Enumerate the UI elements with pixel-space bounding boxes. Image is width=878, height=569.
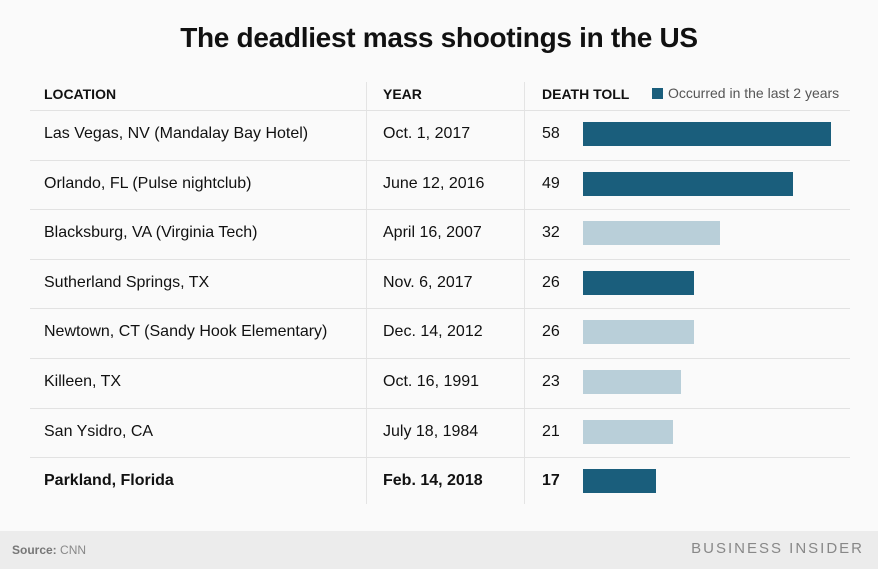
footer: Source: CNN BUSINESS INSIDER: [0, 531, 878, 569]
column-divider: [366, 82, 367, 504]
legend: Occurred in the last 2 years: [652, 85, 839, 101]
row-divider: [30, 209, 850, 210]
death-toll-bar: [583, 370, 682, 394]
column-divider: [524, 82, 525, 504]
table-row: Las Vegas, NV (Mandalay Bay Hotel) Oct. …: [0, 110, 878, 159]
row-divider: [30, 408, 850, 409]
date-cell: Feb. 14, 2018: [383, 472, 483, 490]
death-toll-label: 23: [542, 373, 560, 390]
date-cell: July 18, 1984: [383, 422, 479, 440]
location-cell: San Ysidro, CA: [44, 422, 154, 440]
row-divider: [30, 259, 850, 260]
date-cell: Nov. 6, 2017: [383, 273, 473, 291]
table-row: Orlando, FL (Pulse nightclub) June 12, 2…: [0, 160, 878, 209]
source-note: Source: CNN: [12, 543, 87, 557]
date-cell: Oct. 16, 1991: [383, 373, 480, 390]
death-toll-label: 58: [542, 125, 560, 142]
location-cell: Sutherland Springs, TX: [44, 273, 210, 291]
death-toll-label: 17: [542, 472, 560, 490]
brand-logo: BUSINESS INSIDER: [691, 540, 864, 557]
death-toll-bar: [583, 419, 673, 444]
date-cell: Dec. 14, 2012: [383, 323, 483, 341]
death-toll-bar: [583, 469, 656, 494]
location-cell: Killeen, TX: [44, 373, 122, 390]
death-toll-bar: [583, 171, 793, 196]
date-cell: June 12, 2016: [383, 174, 485, 192]
death-toll-label: 26: [542, 323, 560, 341]
location-cell: Newtown, CT (Sandy Hook Elementary): [44, 323, 328, 341]
row-divider: [30, 358, 850, 359]
table-row: San Ysidro, CA July 18, 1984 21: [0, 408, 878, 457]
legend-label: Occurred in the last 2 years: [668, 85, 840, 101]
death-toll-bar: [583, 122, 831, 146]
death-toll-label: 21: [542, 422, 560, 440]
death-toll-label: 32: [542, 224, 560, 242]
row-divider: [30, 110, 850, 111]
table-row: Newtown, CT (Sandy Hook Elementary) Dec.…: [0, 308, 878, 357]
table-row: Blacksburg, VA (Virginia Tech) April 16,…: [0, 209, 878, 258]
death-toll-bar: [583, 221, 720, 246]
header-location: LOCATION: [44, 86, 117, 102]
row-divider: [30, 160, 850, 161]
header-year: YEAR: [383, 86, 422, 102]
location-cell: Parkland, Florida: [44, 472, 174, 490]
date-cell: April 16, 2007: [383, 224, 482, 242]
location-cell: Orlando, FL (Pulse nightclub): [44, 174, 252, 192]
death-toll-label: 26: [542, 273, 560, 291]
legend-swatch: [652, 87, 663, 99]
table-row: Sutherland Springs, TX Nov. 6, 2017 26: [0, 259, 878, 308]
location-cell: Blacksburg, VA (Virginia Tech): [44, 224, 258, 242]
death-toll-bar: [583, 270, 695, 295]
death-toll-bar: [583, 320, 695, 345]
location-cell: Las Vegas, NV (Mandalay Bay Hotel): [44, 125, 309, 142]
date-cell: Oct. 1, 2017: [383, 125, 471, 142]
table-row: Parkland, Florida Feb. 14, 2018 17: [0, 457, 878, 506]
chart-title: The deadliest mass shootings in the US: [180, 22, 698, 53]
death-toll-label: 49: [542, 174, 560, 192]
header-death-toll: DEATH TOLL: [542, 86, 630, 102]
row-divider: [30, 308, 850, 309]
row-divider: [30, 457, 850, 458]
table-row: Killeen, TX Oct. 16, 1991 23: [0, 358, 878, 407]
